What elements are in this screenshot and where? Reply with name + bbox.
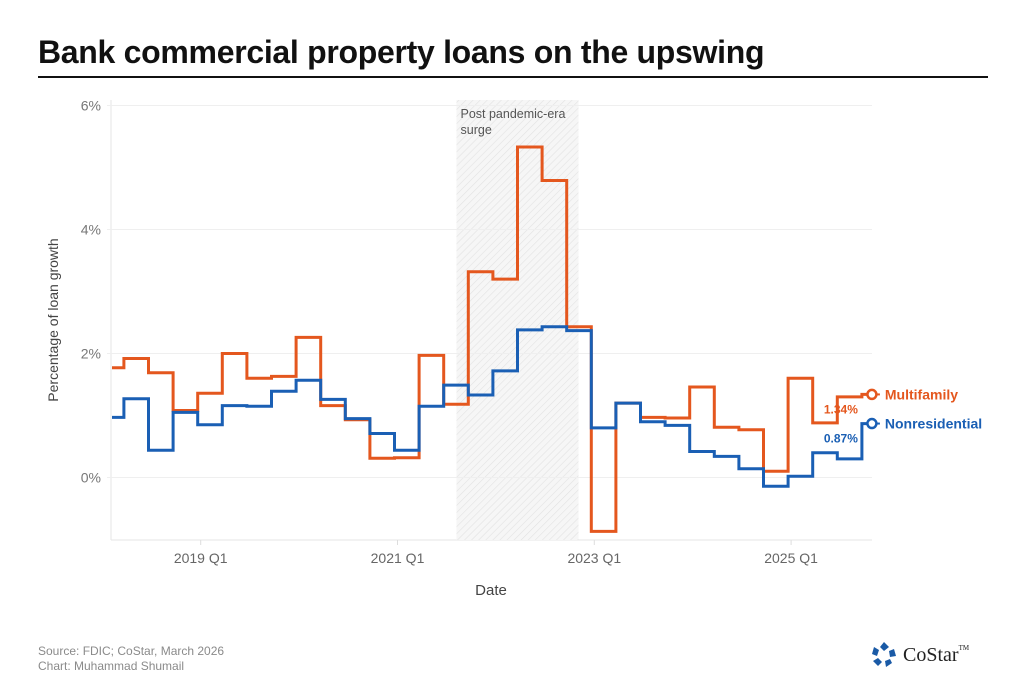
end-value-label: 1.34%: [824, 402, 858, 416]
y-tick-label: 0%: [81, 470, 101, 486]
y-axis-title: Percentage of loan growth: [45, 238, 61, 401]
chart-title: Bank commercial property loans on the up…: [38, 34, 765, 70]
series-endpoint-marker: [866, 417, 878, 430]
series-line-nonresidential: [112, 325, 867, 488]
credit-text: Chart: Muhammad Shumail: [38, 659, 185, 673]
x-tick-label: 2019 Q1: [174, 550, 228, 566]
title-divider: [38, 76, 988, 78]
source-note: Source: FDIC; CoStar, March 2026 Chart: …: [38, 644, 224, 674]
y-tick-label: 2%: [81, 346, 101, 362]
x-tick-label: 2021 Q1: [371, 550, 425, 566]
costar-logo: CoStarTM: [870, 641, 969, 669]
legend-label-nonresidential: Nonresidential: [885, 416, 982, 432]
x-tick-label: 2023 Q1: [567, 550, 621, 566]
y-tick-label: 4%: [81, 222, 101, 238]
x-axis-title: Date: [475, 582, 507, 599]
source-text: Source: FDIC; CoStar, March 2026: [38, 644, 225, 658]
series-lines: [112, 145, 867, 533]
legend: Multifamily 1.34% Nonresidential 0.87%: [824, 386, 982, 445]
annotation-text: surge: [461, 123, 492, 137]
end-value-label: 0.87%: [824, 432, 858, 446]
y-axis: 0% 2% 4% 6% Percentage of loan growth: [45, 98, 101, 486]
costar-star-icon: [872, 642, 896, 667]
y-tick-label: 6%: [81, 98, 101, 114]
series-line-multifamily: [112, 145, 867, 533]
legend-label-multifamily: Multifamily: [885, 386, 958, 402]
series-endpoint-marker: [866, 388, 878, 401]
x-axis: 2019 Q1 2021 Q1 2023 Q1 2025 Q1 Date: [174, 540, 818, 599]
x-tick-label: 2025 Q1: [764, 550, 818, 566]
annotation-text: Post pandemic-era: [461, 107, 566, 121]
logo-text: CoStarTM: [903, 643, 970, 666]
